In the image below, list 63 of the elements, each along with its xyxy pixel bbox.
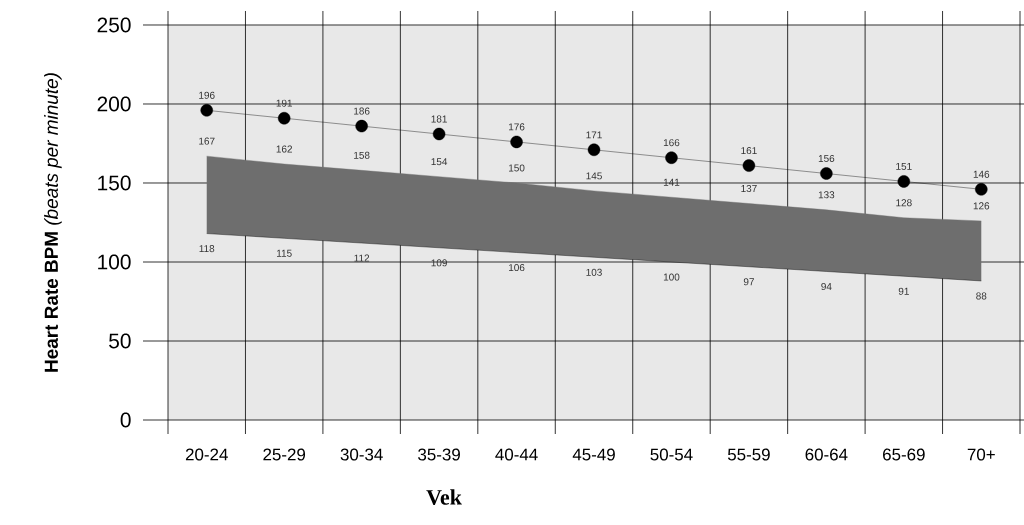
- x-tick-label: 30-34: [340, 448, 383, 461]
- data-label: 133: [818, 191, 835, 199]
- data-label: 112: [354, 254, 370, 262]
- data-label: 150: [509, 164, 525, 172]
- point: [897, 175, 911, 188]
- data-label: 176: [509, 123, 525, 131]
- y-axis-title: Heart Rate BPM (beats per minute): [44, 73, 62, 372]
- y-tick-label: 100: [98, 254, 131, 270]
- y-tick-label: 50: [109, 333, 131, 349]
- data-label: 162: [276, 145, 292, 153]
- x-tick-label: 20-24: [185, 448, 228, 461]
- data-label: 181: [431, 115, 447, 123]
- data-label: 191: [276, 99, 293, 107]
- data-label: 91: [898, 287, 909, 295]
- point: [200, 104, 213, 117]
- data-label: 109: [431, 259, 447, 267]
- data-label: 106: [509, 264, 525, 272]
- data-label: 161: [741, 147, 757, 155]
- data-label: 156: [818, 154, 835, 162]
- data-label: 126: [973, 202, 990, 210]
- y-tick-label: 250: [97, 17, 131, 33]
- data-label: 171: [586, 131, 602, 139]
- x-tick-label: 25-29: [263, 448, 306, 461]
- data-label: 158: [354, 151, 370, 159]
- data-label: 141: [663, 178, 680, 186]
- x-tick-label: 50-54: [650, 448, 693, 461]
- data-label: 167: [199, 137, 215, 145]
- data-label: 166: [663, 139, 680, 147]
- data-label: 97: [743, 278, 754, 286]
- data-label: 154: [431, 158, 448, 166]
- point: [355, 119, 368, 133]
- data-label: 146: [973, 170, 990, 178]
- x-tick-label: 70+: [967, 448, 995, 461]
- x-tick-label: 65-69: [883, 448, 925, 461]
- data-label: 128: [896, 199, 912, 207]
- x-tick-label: 35-39: [418, 448, 460, 461]
- x-tick-label: 40-44: [495, 448, 538, 461]
- data-label: 186: [354, 107, 370, 115]
- point: [665, 151, 678, 164]
- data-label: 100: [663, 273, 680, 281]
- data-label: 137: [741, 184, 757, 193]
- y-tick-label: 200: [97, 96, 131, 112]
- data-label: 145: [586, 172, 602, 180]
- point: [432, 127, 446, 141]
- point: [820, 167, 833, 180]
- data-label: 196: [199, 91, 215, 99]
- y-tick-label: 150: [98, 175, 131, 191]
- point: [587, 143, 601, 157]
- x-tick-label: 45-49: [572, 448, 615, 461]
- data-label: 94: [821, 283, 832, 291]
- x-axis-title: Vek: [426, 489, 462, 505]
- data-label: 115: [277, 249, 292, 257]
- data-label: 151: [896, 162, 912, 170]
- data-label: 103: [586, 268, 602, 276]
- data-label: 118: [199, 245, 215, 253]
- point: [277, 112, 291, 125]
- point: [975, 183, 988, 196]
- y-tick-label: 0: [120, 412, 131, 428]
- point: [742, 159, 756, 172]
- x-tick-label: 60-64: [805, 448, 848, 461]
- data-label: 88: [976, 292, 987, 300]
- x-tick-label: 55-59: [727, 448, 770, 461]
- point: [510, 135, 523, 149]
